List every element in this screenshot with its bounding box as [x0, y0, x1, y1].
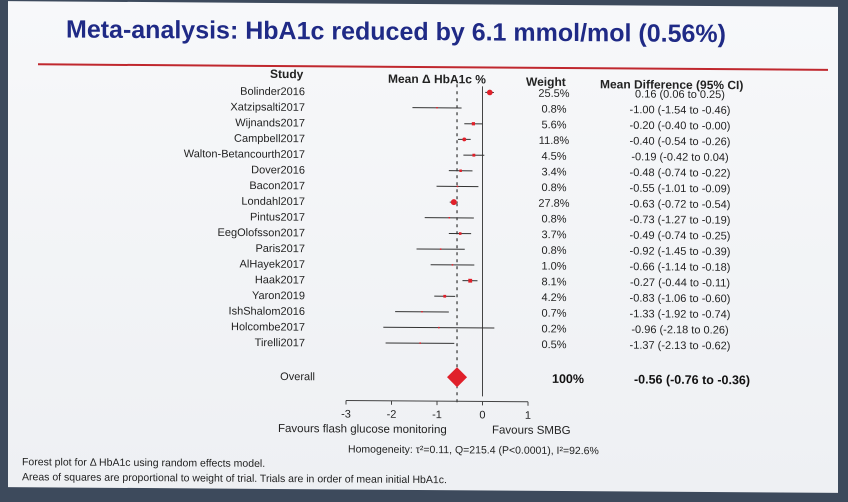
study-ci: -0.55 (-1.01 to -0.09)	[630, 183, 731, 196]
study-ci: -1.00 (-1.54 to -0.46)	[630, 104, 731, 117]
study-ci: -0.73 (-1.27 to -0.19)	[630, 214, 731, 227]
study-ci: -0.20 (-0.40 to -0.00)	[630, 120, 731, 133]
study-name: Walton-Betancourth2017	[184, 148, 305, 161]
study-weight: 4.2%	[541, 292, 566, 304]
study-weight: 5.6%	[541, 119, 566, 131]
study-marker	[468, 278, 473, 283]
study-name: EegOlofsson2017	[218, 227, 305, 240]
study-ci: -0.27 (-0.44 to -0.11)	[630, 277, 730, 290]
study-name: AlHayek2017	[240, 258, 305, 270]
study-name: Wijnands2017	[235, 117, 305, 129]
study-weight: 0.8%	[541, 104, 566, 116]
study-name: Paris2017	[255, 243, 305, 255]
study-ci: -0.83 (-1.06 to -0.60)	[630, 293, 731, 306]
overall-diamond	[447, 367, 468, 388]
x-tick-label: 1	[525, 410, 531, 422]
x-tick-label: -2	[387, 409, 397, 421]
overall-label: Overall	[280, 371, 315, 383]
study-name: Yaron2019	[252, 290, 305, 302]
study-marker	[443, 294, 447, 298]
study-weight: 1.0%	[541, 261, 566, 273]
study-marker	[459, 169, 462, 173]
study-name: IshShalom2016	[229, 305, 305, 318]
study-ci: -0.96 (-2.18 to 0.26)	[631, 324, 728, 337]
study-weight: 8.1%	[541, 276, 566, 288]
study-weight: 27.8%	[538, 198, 569, 210]
study-ci: -0.92 (-1.45 to -0.39)	[630, 245, 731, 258]
study-weight: 0.7%	[541, 308, 566, 320]
study-name: Londahl2017	[241, 196, 305, 208]
study-weight: 0.8%	[541, 213, 566, 225]
study-name: Tirelli2017	[255, 337, 305, 349]
study-marker	[436, 107, 438, 109]
study-weight: 0.8%	[541, 245, 566, 257]
x-tick-label: 0	[479, 409, 485, 421]
study-weight: 11.8%	[539, 135, 570, 147]
study-weight: 25.5%	[538, 88, 569, 100]
study-ci: -0.49 (-0.74 to -0.25)	[630, 230, 731, 243]
study-marker	[472, 153, 476, 157]
overall-ci: -0.56 (-0.76 to -0.36)	[634, 372, 750, 387]
study-marker	[486, 89, 493, 96]
footnote-model: Forest plot for Δ HbA1c using random eff…	[22, 456, 266, 470]
study-weight: 0.8%	[541, 182, 566, 194]
study-name: Campbell2017	[234, 133, 305, 145]
study-marker	[451, 264, 454, 266]
study-ci: 0.16 (0.06 to 0.25)	[635, 88, 725, 101]
study-ci: -0.63 (-0.72 to -0.54)	[630, 198, 731, 211]
study-marker	[456, 185, 459, 188]
study-name: Dover2016	[251, 164, 305, 176]
homogeneity-stats: Homogeneity: τ²=0.11, Q=215.4 (P<0.0001)…	[348, 443, 599, 458]
study-ci: -0.19 (-0.42 to 0.04)	[631, 151, 728, 164]
study-weight: 3.7%	[541, 229, 566, 241]
study-marker	[438, 326, 440, 329]
study-marker	[421, 311, 423, 313]
study-name: Haak2017	[255, 274, 305, 286]
study-marker	[458, 232, 462, 235]
study-weight: 0.5%	[541, 339, 566, 351]
study-weight: 0.2%	[541, 323, 566, 335]
study-weight: 4.5%	[541, 151, 566, 163]
study-marker	[462, 137, 467, 142]
x-tick-label: -1	[432, 409, 442, 421]
slide: Meta-analysis: HbA1c reduced by 6.1 mmol…	[8, 1, 838, 493]
x-tick-label: -3	[341, 408, 351, 420]
study-ci: -0.66 (-1.14 to -0.18)	[630, 261, 731, 274]
study-name: Bacon2017	[249, 180, 305, 192]
study-ci: -0.40 (-0.54 to -0.26)	[630, 136, 731, 149]
study-marker	[471, 122, 475, 126]
study-marker	[419, 342, 421, 344]
study-name: Xatzipsalti2017	[230, 101, 305, 114]
forest-plot: Bolinder2016 25.5% 0.16 (0.06 to 0.25) Xatz…	[184, 84, 750, 422]
study-ci: -0.48 (-0.74 to -0.22)	[630, 167, 731, 180]
study-name: Bolinder2016	[240, 86, 305, 98]
study-name: Pintus2017	[250, 211, 305, 223]
study-ci: -1.37 (-2.13 to -0.62)	[630, 340, 731, 353]
study-name: Holcombe2017	[231, 321, 305, 334]
overall-weight: 100%	[552, 372, 584, 386]
study-marker	[450, 199, 457, 206]
study-ci: -1.33 (-1.92 to -0.74)	[630, 308, 731, 321]
study-weight: 3.4%	[541, 166, 566, 178]
study-marker	[439, 248, 442, 250]
x-label-left: Favours flash glucose monitoring	[278, 422, 447, 437]
study-marker	[448, 217, 451, 219]
x-label-right: Favours SMBG	[492, 424, 571, 438]
